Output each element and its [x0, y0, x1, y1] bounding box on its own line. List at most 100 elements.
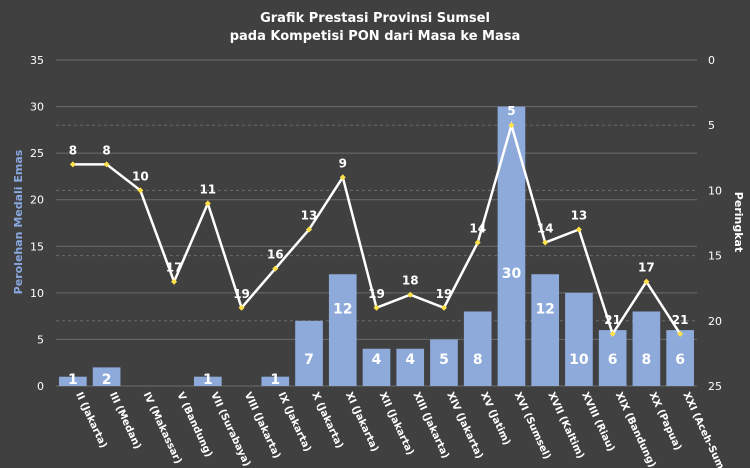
rank-marker [542, 239, 549, 246]
rank-marker [575, 226, 582, 233]
bar [598, 330, 627, 386]
rank-value-label: 17 [166, 261, 183, 275]
rank-value-label: 13 [571, 209, 588, 223]
rank-value-label: 14 [469, 222, 486, 236]
bar-value-label: 5 [439, 352, 449, 368]
bar [59, 376, 87, 386]
bar-value-label: 2 [102, 372, 112, 388]
right-tick-label: 0 [708, 54, 715, 67]
right-axis-ticks: 0 5 10 15 20 25 [708, 54, 722, 393]
bar-value-label: 30 [502, 266, 522, 282]
category-label: XIV (Jakarta) [444, 391, 484, 461]
rank-marker [238, 304, 245, 311]
bar [295, 320, 323, 386]
bar [430, 339, 458, 386]
rank-value-label: 9 [339, 156, 347, 170]
left-tick-label: 30 [30, 101, 44, 114]
bar [193, 376, 222, 386]
left-axis-title: Perolehan Medali Emas [12, 149, 25, 294]
right-tick-label: 15 [708, 250, 722, 263]
left-tick-label: 25 [30, 147, 44, 160]
bar-value-label: 1 [270, 372, 280, 388]
left-axis-ticks: 0 5 10 15 20 25 30 35 [30, 54, 44, 393]
rank-value-label: 18 [402, 274, 419, 288]
bar [666, 330, 694, 386]
bar [328, 274, 357, 386]
rank-value-label: 5 [507, 104, 515, 118]
left-tick-label: 15 [30, 240, 44, 253]
rank-marker [272, 265, 279, 272]
bar [362, 348, 391, 386]
category-label: XVI (Sumsel) [512, 391, 553, 462]
bar-value-label: 12 [535, 301, 554, 317]
rank-value-label: 8 [102, 143, 110, 157]
category-label: X (Jakarta) [309, 391, 345, 451]
rank-marker [508, 122, 515, 129]
bar-value-label: 6 [675, 352, 685, 368]
rank-marker [69, 161, 76, 168]
bar [92, 367, 121, 386]
rank-marker [171, 278, 178, 285]
left-tick-label: 5 [37, 333, 44, 346]
category-label: XII (Jakarta) [377, 391, 416, 457]
bar-value-label: 7 [304, 352, 314, 368]
rank-value-label: 21 [604, 313, 621, 327]
rank-value-label: 11 [199, 182, 216, 196]
rank-value-label: 16 [267, 248, 284, 262]
bar-value-label: 4 [372, 352, 382, 368]
bar-value-label: 8 [642, 352, 652, 368]
category-label: VIII (Jakarta) [242, 391, 282, 461]
left-tick-label: 35 [30, 54, 44, 67]
rank-value-label: 8 [69, 143, 77, 157]
rank-value-label: 13 [301, 209, 318, 223]
bar [497, 106, 526, 387]
bar-labels: 1 2 1 1 7 12 4 4 5 8 30 12 10 6 8 6 [68, 266, 685, 388]
rank-value-label: 14 [537, 222, 554, 236]
rank-marker [474, 239, 481, 246]
rank-marker [306, 226, 313, 233]
rank-marker [440, 304, 447, 311]
bar [531, 274, 560, 386]
rank-marker [339, 174, 346, 181]
bar-value-label: 4 [405, 352, 415, 368]
right-tick-label: 5 [708, 119, 715, 132]
bar-value-label: 10 [569, 352, 589, 368]
rank-value-label: 17 [638, 261, 655, 275]
bar [463, 311, 492, 386]
rank-marker [373, 304, 380, 311]
chart-title-line1: Grafik Prestasi Provinsi Sumsel [260, 11, 490, 26]
bar [261, 376, 290, 386]
right-tick-label: 10 [708, 184, 722, 197]
bar [565, 292, 593, 386]
bar-value-label: 12 [333, 301, 352, 317]
rank-marker [204, 200, 211, 207]
category-label: XXI (Aceh-Sumut) [680, 391, 732, 468]
rank-marker [643, 278, 650, 285]
rank-value-label: 19 [368, 287, 385, 301]
chart-title-line2: pada Kompetisi PON dari Masa ke Masa [230, 29, 521, 44]
category-label: XVIII (Riau) [579, 391, 616, 454]
rank-marker [677, 330, 684, 337]
left-tick-label: 20 [30, 194, 44, 207]
bar-value-label: 8 [473, 352, 483, 368]
rank-marker [103, 161, 110, 168]
bar-series [59, 106, 694, 387]
right-tick-label: 25 [708, 380, 722, 393]
rank-labels: 8 8 10 17 11 19 16 13 9 19 18 19 14 5 14 13 21 17 21 [69, 104, 689, 327]
bar-value-label: 1 [68, 372, 78, 388]
rank-marker [407, 291, 414, 298]
bar [396, 348, 425, 386]
category-label: XX (Papua) [647, 391, 684, 453]
category-label: II (Jakarta) [73, 391, 108, 450]
category-label: XI (Jakarta) [343, 391, 380, 454]
right-tick-label: 20 [708, 315, 722, 328]
category-label: IX (Jakarta) [276, 391, 313, 454]
left-tick-label: 10 [30, 287, 44, 300]
category-labels: II (Jakarta)III (Medan)IV (Makassar)V (B… [73, 391, 733, 468]
rank-marker [137, 187, 144, 194]
category-label: XVII (Kaltim) [545, 391, 585, 461]
bar-value-label: 6 [608, 352, 618, 368]
line-series [69, 120, 684, 337]
bar [632, 311, 661, 386]
